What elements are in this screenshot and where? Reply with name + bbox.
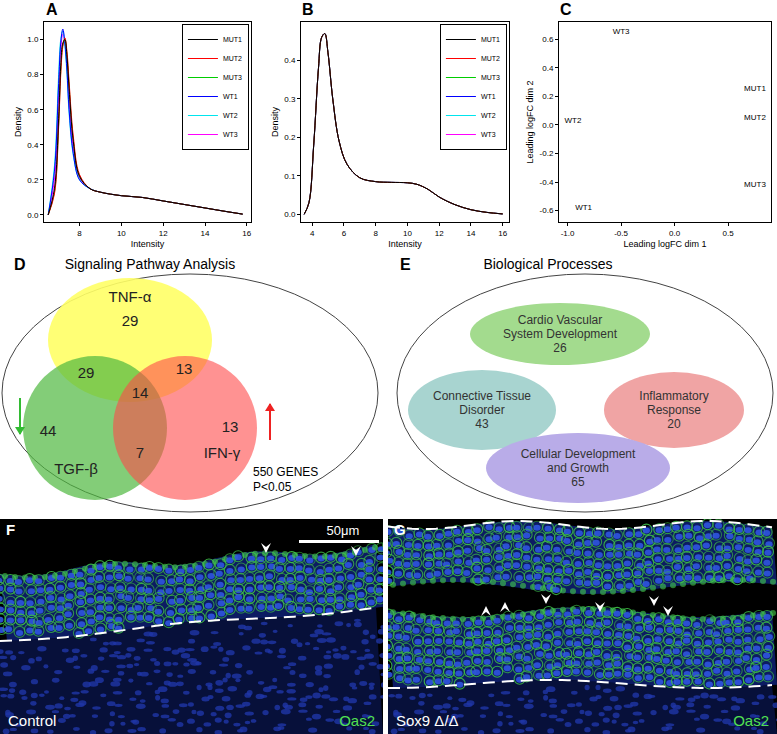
svg-text:0.1: 0.1 <box>284 172 296 181</box>
svg-text:MUT2: MUT2 <box>481 55 500 62</box>
svg-text:WT1: WT1 <box>575 203 592 212</box>
svg-text:14: 14 <box>132 384 149 401</box>
svg-text:16: 16 <box>498 229 507 238</box>
svg-text:WT2: WT2 <box>481 112 496 119</box>
svg-text:65: 65 <box>571 475 585 489</box>
svg-text:Sox9 Δ/Δ: Sox9 Δ/Δ <box>396 712 459 729</box>
svg-text:0.0: 0.0 <box>27 211 39 220</box>
svg-text:16: 16 <box>242 229 251 238</box>
svg-text:D: D <box>14 256 26 273</box>
svg-text:WT1: WT1 <box>223 93 238 100</box>
svg-text:Cellular Development: Cellular Development <box>521 447 636 461</box>
svg-text:Response: Response <box>647 403 701 417</box>
svg-text:WT3: WT3 <box>613 27 630 36</box>
svg-text:7: 7 <box>136 444 144 461</box>
svg-text:-0.4: -0.4 <box>540 178 554 187</box>
svg-text:MUT1: MUT1 <box>223 36 242 43</box>
svg-text:Inflammatory: Inflammatory <box>639 389 708 403</box>
svg-text:Connective Tissue: Connective Tissue <box>433 389 531 403</box>
html-text:C: C <box>560 1 572 18</box>
svg-text:1.0: 1.0 <box>27 35 39 44</box>
svg-text:0.6: 0.6 <box>27 106 39 115</box>
svg-text:10: 10 <box>403 229 412 238</box>
svg-text:Oas2: Oas2 <box>733 712 769 729</box>
svg-text:43: 43 <box>475 417 489 431</box>
svg-text:0.2: 0.2 <box>27 176 39 185</box>
svg-text:Leading logFC dim 2: Leading logFC dim 2 <box>525 80 535 163</box>
svg-text:-1.0: -1.0 <box>561 229 575 238</box>
svg-text:44: 44 <box>40 422 57 439</box>
svg-text:26: 26 <box>553 341 567 355</box>
svg-text:WT2: WT2 <box>564 116 581 125</box>
svg-text:Leading logFC dim 1: Leading logFC dim 1 <box>623 239 706 249</box>
svg-text:Intensity: Intensity <box>131 239 165 249</box>
svg-text:12: 12 <box>159 229 168 238</box>
svg-text:MUT2: MUT2 <box>744 113 766 122</box>
svg-text:MUT3: MUT3 <box>223 74 242 81</box>
svg-text:0.8: 0.8 <box>27 70 39 79</box>
svg-text:4: 4 <box>310 229 315 238</box>
svg-text:Intensity: Intensity <box>388 239 422 249</box>
svg-text:MUT1: MUT1 <box>481 36 500 43</box>
html-text:A: A <box>46 1 58 18</box>
svg-text:29: 29 <box>122 312 139 329</box>
svg-text:20: 20 <box>667 417 681 431</box>
svg-text:TGF-β: TGF-β <box>54 460 98 477</box>
svg-text:0.0: 0.0 <box>669 229 681 238</box>
svg-text:0.5: 0.5 <box>723 229 735 238</box>
svg-text:0.2: 0.2 <box>284 133 296 142</box>
svg-text:Cardio Vascular: Cardio Vascular <box>518 313 602 327</box>
svg-text:6: 6 <box>342 229 347 238</box>
svg-text:WT1: WT1 <box>481 93 496 100</box>
html-text:B: B <box>302 1 314 18</box>
svg-text:12: 12 <box>435 229 444 238</box>
svg-text:-0.5: -0.5 <box>614 229 628 238</box>
svg-text:WT2: WT2 <box>223 112 238 119</box>
svg-text:MUT3: MUT3 <box>481 74 500 81</box>
svg-text:-0.6: -0.6 <box>540 206 554 215</box>
svg-text:Biological Processes: Biological Processes <box>483 256 612 272</box>
svg-text:0.0: 0.0 <box>284 210 296 219</box>
svg-text:8: 8 <box>77 229 82 238</box>
svg-text:0.6: 0.6 <box>542 35 554 44</box>
svg-text:and Growth: and Growth <box>547 461 609 475</box>
svg-text:0.4: 0.4 <box>542 64 554 73</box>
svg-text:50μm: 50μm <box>327 523 360 538</box>
svg-text:550 GENES: 550 GENES <box>253 465 318 479</box>
svg-text:Disorder: Disorder <box>459 403 504 417</box>
svg-text:13: 13 <box>176 360 193 377</box>
svg-text:System Development: System Development <box>503 327 618 341</box>
svg-text:MUT3: MUT3 <box>744 180 766 189</box>
svg-text:E: E <box>400 256 411 273</box>
svg-text:P<0.05: P<0.05 <box>253 480 292 494</box>
svg-text:14: 14 <box>201 229 210 238</box>
svg-text:0.4: 0.4 <box>27 141 39 150</box>
svg-text:Control: Control <box>8 712 56 729</box>
svg-text:13: 13 <box>222 418 239 435</box>
svg-text:TNF-α: TNF-α <box>109 288 152 305</box>
svg-text:WT3: WT3 <box>481 131 496 138</box>
svg-text:14: 14 <box>466 229 475 238</box>
svg-text:Signaling Pathway Analysis: Signaling Pathway Analysis <box>65 256 235 272</box>
svg-text:0.2: 0.2 <box>542 92 554 101</box>
svg-text:0.0: 0.0 <box>542 121 554 130</box>
svg-text:Density: Density <box>13 106 23 137</box>
svg-text:8: 8 <box>373 229 378 238</box>
svg-text:10: 10 <box>117 229 126 238</box>
svg-text:MUT1: MUT1 <box>744 84 766 93</box>
svg-text:0.4: 0.4 <box>284 56 296 65</box>
svg-text:0.3: 0.3 <box>284 95 296 104</box>
svg-text:MUT2: MUT2 <box>223 55 242 62</box>
svg-text:Oas2: Oas2 <box>339 712 375 729</box>
svg-text:29: 29 <box>78 364 95 381</box>
svg-text:WT3: WT3 <box>223 131 238 138</box>
svg-text:F: F <box>6 521 15 538</box>
svg-text:IFN-γ: IFN-γ <box>204 444 241 461</box>
svg-text:G: G <box>394 521 406 538</box>
svg-text:-0.2: -0.2 <box>540 149 554 158</box>
svg-text:Density: Density <box>270 106 280 137</box>
